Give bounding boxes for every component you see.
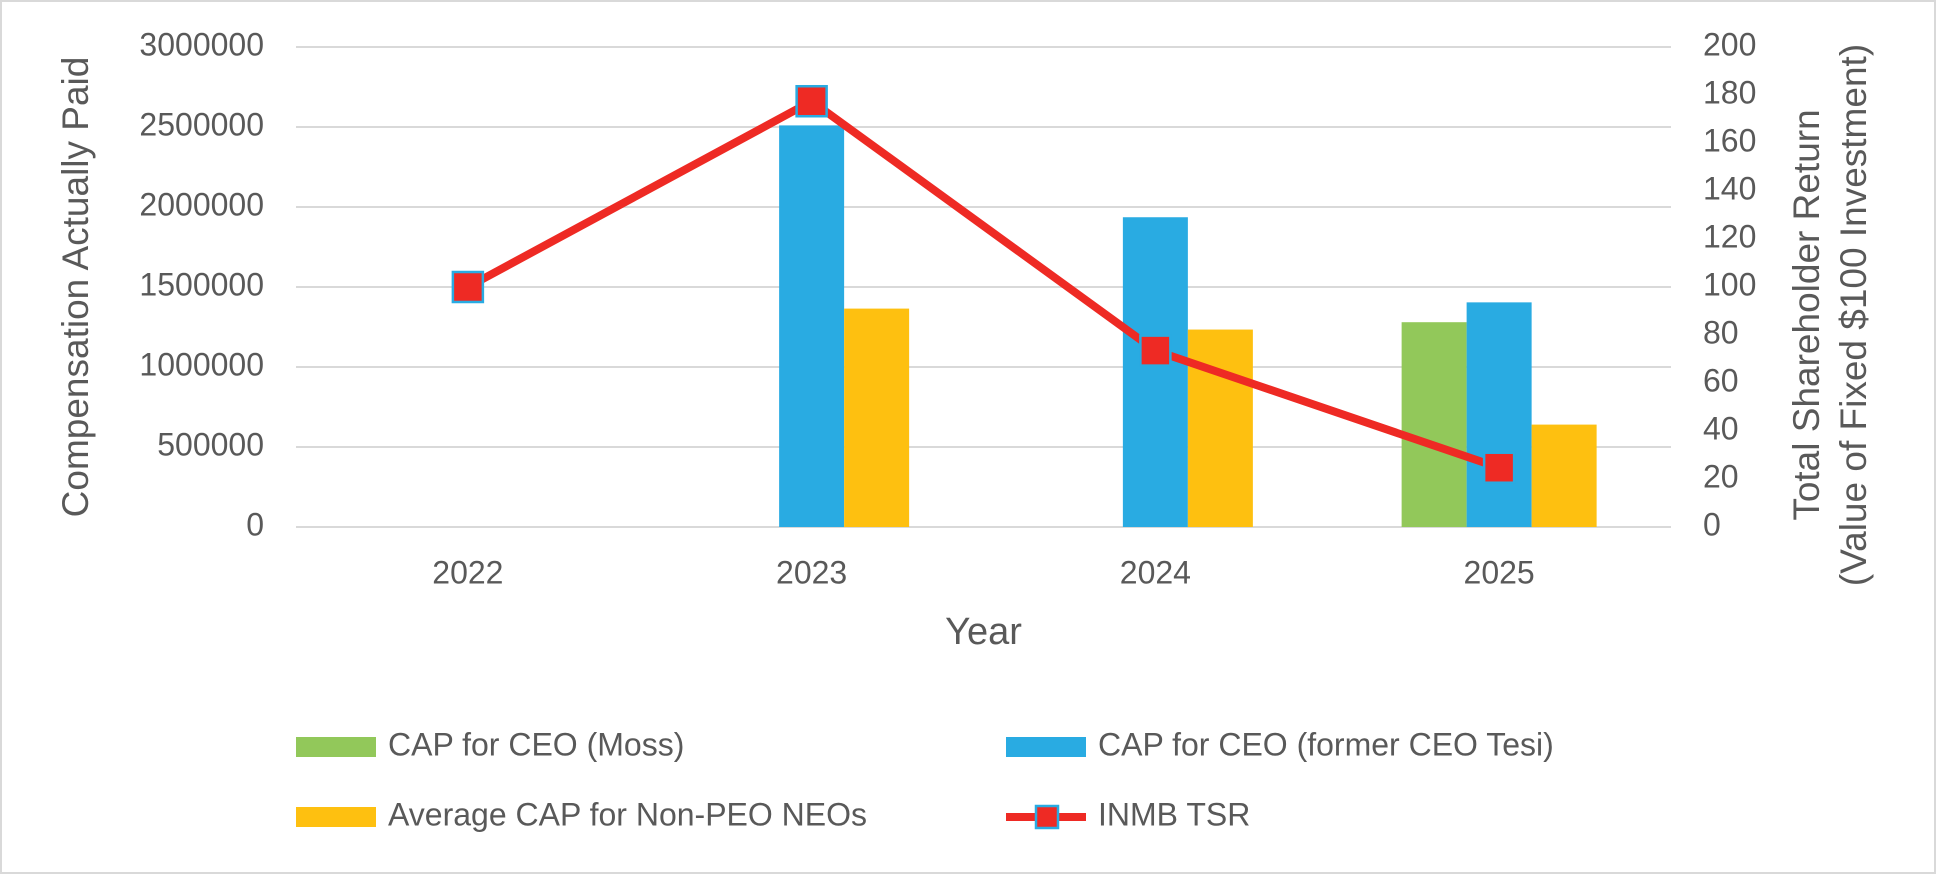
y2-tick-label: 160 [1703, 122, 1756, 158]
bar [1401, 322, 1467, 527]
y-tick-label: 1000000 [139, 346, 264, 382]
y-axis-title: Compensation Actually Paid [55, 57, 96, 518]
marker [451, 270, 485, 304]
y-tick-label: 3000000 [139, 26, 264, 62]
legend-swatch [1006, 737, 1086, 757]
legend-swatch [1034, 804, 1060, 830]
y-tick-label: 1500000 [139, 266, 264, 302]
marker [1482, 451, 1516, 484]
line [465, 96, 1501, 472]
marker [1139, 334, 1172, 367]
x-tick-label: 2024 [1120, 554, 1191, 590]
y2-tick-label: 80 [1703, 314, 1739, 350]
legend-label: Average CAP for Non-PEO NEOs [388, 796, 867, 832]
legend-swatch [296, 737, 376, 757]
bar [1187, 329, 1253, 527]
y-tick-label: 500000 [157, 426, 264, 462]
y2-axis-title: (Value of Fixed $100 Investment) [1833, 44, 1874, 586]
x-tick-label: 2022 [432, 554, 503, 590]
bar [1122, 217, 1188, 528]
y2-tick-label: 180 [1703, 74, 1756, 110]
y-tick-label: 2000000 [139, 186, 264, 222]
x-axis-title: Year [945, 611, 1022, 653]
y2-tick-label: 140 [1703, 170, 1756, 206]
y-tick-label: 2500000 [139, 106, 264, 142]
legend-label: CAP for CEO (Moss) [388, 726, 684, 762]
bar [1531, 424, 1597, 527]
legend-label: INMB TSR [1098, 796, 1250, 832]
y-tick-label: 0 [246, 506, 264, 542]
legend-swatch [296, 807, 376, 827]
x-tick-label: 2025 [1464, 554, 1535, 590]
y2-axis-title: Total Shareholder Return [1786, 109, 1827, 520]
y2-tick-label: 20 [1703, 458, 1739, 494]
y2-tick-label: 60 [1703, 362, 1739, 398]
y2-tick-label: 40 [1703, 410, 1739, 446]
y2-tick-label: 120 [1703, 218, 1756, 254]
x-tick-label: 2023 [776, 554, 847, 590]
marker [795, 84, 828, 118]
y2-tick-label: 100 [1703, 266, 1756, 302]
y2-tick-label: 200 [1703, 26, 1756, 62]
bar [1466, 302, 1532, 527]
bar [844, 308, 910, 527]
y2-tick-label: 0 [1703, 506, 1721, 542]
bar [779, 125, 845, 528]
legend-label: CAP for CEO (former CEO Tesi) [1098, 726, 1554, 762]
